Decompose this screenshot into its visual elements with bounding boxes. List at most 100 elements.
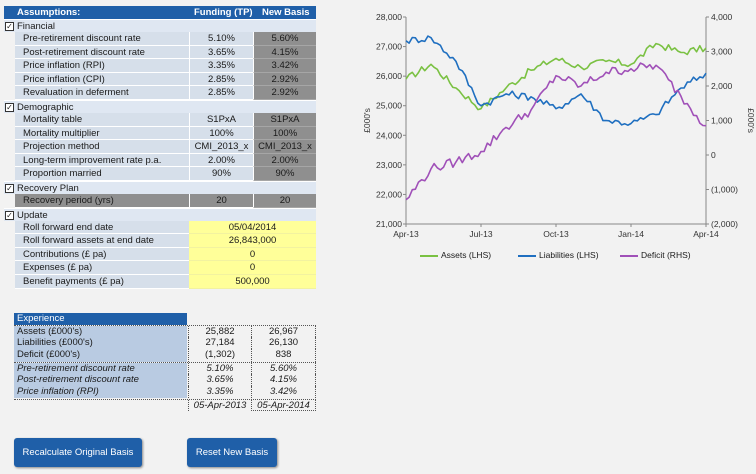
financial-label: Financial xyxy=(17,21,56,32)
new-basis-input[interactable]: 2.92% xyxy=(253,86,316,100)
reset-new-basis-button[interactable]: Reset New Basis xyxy=(187,438,277,467)
experience-dates-row: 05-Apr-2013 05-Apr-2014 xyxy=(14,399,316,412)
assumptions-title: Assumptions: xyxy=(17,7,81,18)
assumption-label: Roll forward assets at end date xyxy=(15,234,189,248)
assumption-label: Price inflation (CPI) xyxy=(15,72,189,87)
new-basis-input[interactable]: 100% xyxy=(253,126,316,141)
new-basis-input[interactable]: S1PxA xyxy=(253,112,316,127)
update-input[interactable]: 0 xyxy=(189,261,316,275)
x-tick-label: Apr-14 xyxy=(693,229,719,239)
financial-checkbox[interactable]: ✓ xyxy=(5,22,14,31)
new-basis-input[interactable]: 4.15% xyxy=(253,45,316,60)
experience-row: Deficit (£000's) (1,302) 838 xyxy=(14,349,316,362)
funding-tp-value: 2.85% xyxy=(189,72,253,87)
assumption-label: Post-retirement discount rate xyxy=(15,45,189,60)
series-line-assets xyxy=(405,42,707,111)
experience-row: Post-retirement discount rate 3.65% 4.15% xyxy=(14,373,316,386)
assumption-row: Price inflation (RPI) 3.35% 3.42% xyxy=(4,59,316,73)
experience-value-2014: 838 xyxy=(251,349,316,362)
right-tick-label: 1,000 xyxy=(711,116,733,126)
update-input[interactable]: 05/04/2014 xyxy=(189,220,316,235)
assumption-label: Long-term improvement rate p.a. xyxy=(15,153,189,168)
experience-value-2014: 26,967 xyxy=(251,326,316,338)
chart-legend: Assets (LHS) Liabilities (LHS) Deficit (… xyxy=(420,250,750,264)
new-basis-input[interactable]: 20 xyxy=(253,193,316,208)
update-label: Update xyxy=(17,209,48,221)
right-tick-label: 2,000 xyxy=(711,81,733,91)
assets-liabilities-chart: 21,000 22,000 23,000 24,000 25,000 26,000 27,0… xyxy=(362,12,756,239)
series-line-liabilities xyxy=(405,35,707,126)
assumption-label: Benefit payments (£ pa) xyxy=(15,274,189,289)
update-checkbox[interactable]: ✓ xyxy=(5,210,14,220)
assumption-label: Mortality table xyxy=(15,112,189,127)
assumption-row: Proportion married 90% 90% xyxy=(4,167,316,181)
assumption-label: Mortality multiplier xyxy=(15,126,189,141)
recalculate-original-basis-button[interactable]: Recalculate Original Basis xyxy=(14,438,142,467)
assumption-row: Benefit payments (£ pa) 500,000 xyxy=(4,274,316,289)
assumption-label: Revaluation in deferment xyxy=(15,86,189,100)
update-input[interactable]: 500,000 xyxy=(189,274,316,289)
left-tick-label: 26,000 xyxy=(376,71,402,81)
experience-value-2013: 27,184 xyxy=(188,337,251,350)
assumption-label: Pre-retirement discount rate xyxy=(15,32,189,46)
experience-value-2014: 5.60% xyxy=(251,362,316,374)
update-section: ✓ Update xyxy=(4,207,316,221)
left-tick-label: 24,000 xyxy=(376,130,402,140)
experience-value-2013: 3.35% xyxy=(188,385,251,399)
experience-value-2014: 26,130 xyxy=(251,337,316,350)
demographic-checkbox[interactable]: ✓ xyxy=(5,102,14,112)
experience-label: Assets (£000's) xyxy=(14,326,187,338)
demographic-label: Demographic xyxy=(17,101,74,113)
new-basis-input[interactable]: 90% xyxy=(253,167,316,181)
x-tick-label: Oct-13 xyxy=(543,229,569,239)
series-line-deficit xyxy=(405,62,707,201)
experience-label: Pre-retirement discount rate xyxy=(14,362,187,374)
funding-tp-value: 3.35% xyxy=(189,59,253,73)
experience-value-2013: 25,882 xyxy=(188,326,251,338)
x-tick-label: Jul-13 xyxy=(469,229,492,239)
legend-deficit: Deficit (RHS) xyxy=(620,250,691,260)
assumption-row: Pre-retirement discount rate 5.10% 5.60% xyxy=(4,32,316,46)
recovery-checkbox[interactable]: ✓ xyxy=(5,183,14,193)
new-basis-input[interactable]: CMI_2013_x xyxy=(253,140,316,154)
legend-assets: Assets (LHS) xyxy=(420,250,491,260)
left-tick-label: 25,000 xyxy=(376,101,402,111)
new-basis-input[interactable]: 3.42% xyxy=(253,59,316,73)
plot-area xyxy=(406,17,706,224)
x-tick-label: Jan-14 xyxy=(618,229,644,239)
experience-title: Experience xyxy=(14,313,187,325)
experience-label: Price inflation (RPI) xyxy=(14,385,187,399)
experience-value-2014: 4.15% xyxy=(251,373,316,386)
right-tick-label: 3,000 xyxy=(711,47,733,57)
assumption-label: Roll forward end date xyxy=(15,220,189,235)
right-axis-title: £000's xyxy=(746,108,756,133)
right-tick-label: (2,000) xyxy=(711,219,738,229)
new-basis-input[interactable]: 2.00% xyxy=(253,153,316,168)
assumptions-header: Assumptions: Funding (TP) New Basis xyxy=(4,6,316,19)
left-tick-label: 28,000 xyxy=(376,12,402,22)
experience-row: Liabilities (£000's) 27,184 26,130 xyxy=(14,337,316,350)
assumption-row: Roll forward end date 05/04/2014 xyxy=(4,220,316,235)
update-input[interactable]: 0 xyxy=(189,247,316,262)
financial-section: ✓ Financial xyxy=(4,19,316,32)
funding-tp-value: 2.85% xyxy=(189,86,253,100)
left-axis-title: £000's xyxy=(362,108,372,133)
recovery-section: ✓ Recovery Plan xyxy=(4,180,316,194)
funding-tp-header: Funding (TP) xyxy=(194,7,253,18)
left-tick-label: 22,000 xyxy=(376,189,402,199)
right-tick-label: 4,000 xyxy=(711,12,733,22)
assumption-row: Roll forward assets at end date 26,843,00… xyxy=(4,234,316,248)
experience-table: Experience Assets (£000's) 25,882 26,967 Li… xyxy=(14,313,316,412)
assumption-label: Recovery period (yrs) xyxy=(15,193,189,208)
new-basis-input[interactable]: 2.92% xyxy=(253,72,316,87)
right-tick-label: (1,000) xyxy=(711,185,738,195)
assumption-label: Price inflation (RPI) xyxy=(15,59,189,73)
new-basis-input[interactable]: 5.60% xyxy=(253,32,316,46)
experience-value-2013: 5.10% xyxy=(188,362,251,374)
assumption-row: Revaluation in deferment 2.85% 2.92% xyxy=(4,86,316,100)
funding-tp-value: 2.00% xyxy=(189,153,253,168)
assumption-label: Projection method xyxy=(15,140,189,154)
assumption-row: Mortality table S1PxA S1PxA xyxy=(4,112,316,127)
legend-liabilities: Liabilities (LHS) xyxy=(518,250,599,260)
update-input[interactable]: 26,843,000 xyxy=(189,234,316,248)
